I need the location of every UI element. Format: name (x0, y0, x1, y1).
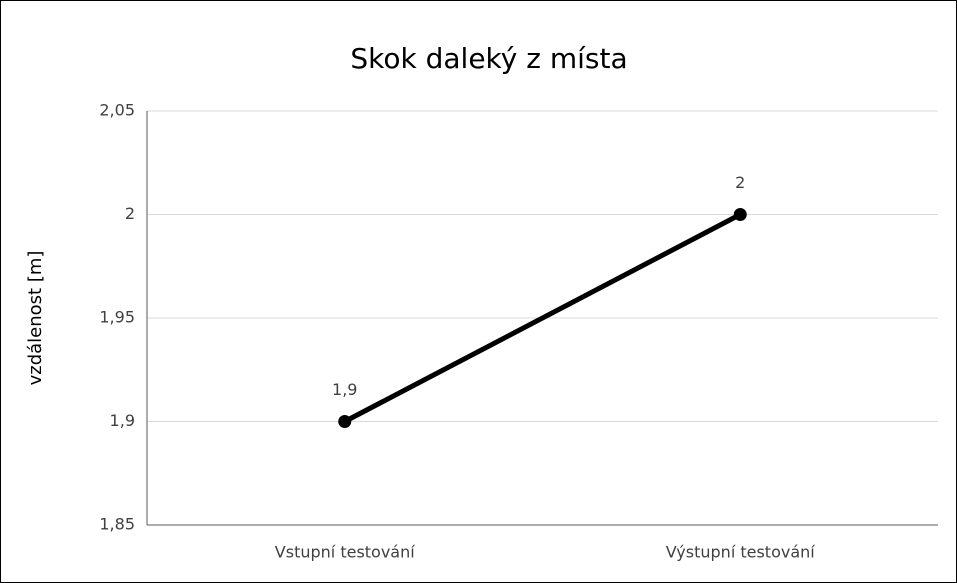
chart-title: Skok daleký z místa (350, 42, 627, 75)
data-label: 1,9 (332, 380, 357, 399)
y-tick-label: 2 (125, 204, 135, 223)
x-tick-label: Výstupní testování (666, 543, 815, 562)
y-axis-label: vzdálenost [m] (25, 251, 46, 386)
data-point (733, 208, 747, 221)
y-tick-label: 1,95 (99, 308, 135, 327)
data-point (338, 415, 352, 428)
data-label: 2 (735, 173, 745, 192)
y-tick-label: 1,85 (99, 515, 135, 534)
x-tick-label: Vstupní testování (275, 543, 415, 562)
y-tick-label: 1,9 (110, 411, 135, 430)
y-tick-label: 2,05 (99, 101, 135, 120)
data-line (343, 212, 742, 424)
